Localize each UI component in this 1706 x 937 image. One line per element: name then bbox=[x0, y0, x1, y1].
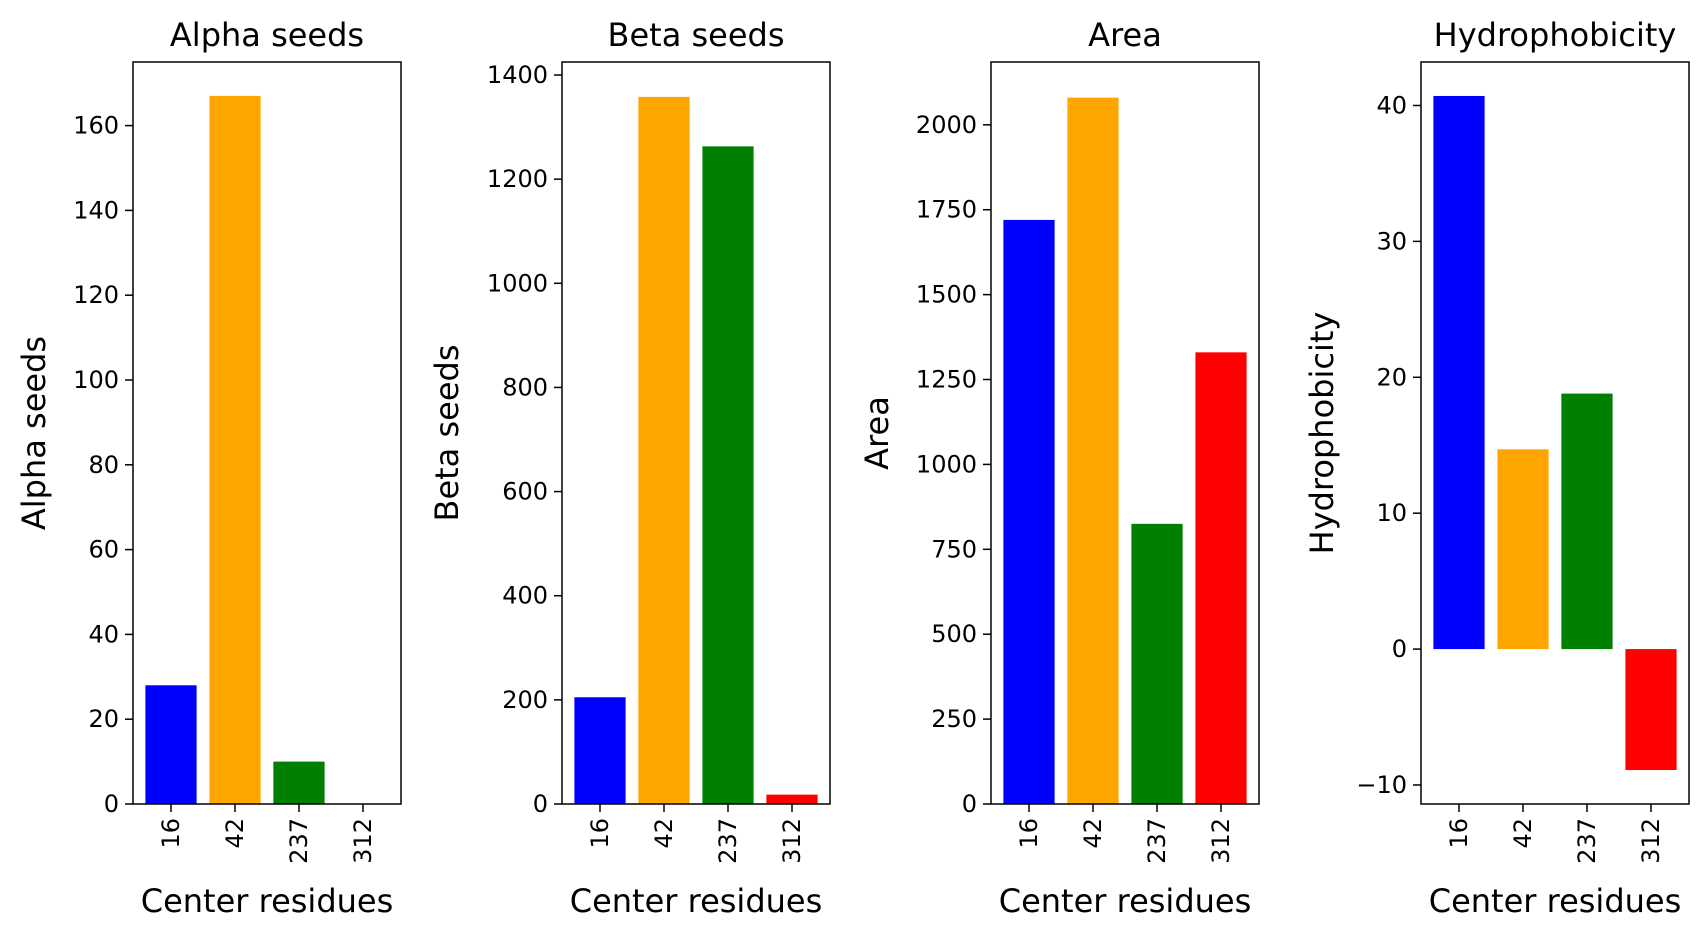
y-tick-label: 140 bbox=[73, 196, 119, 224]
axes-frame bbox=[1420, 61, 1690, 805]
x-tick-label: 312 bbox=[1637, 818, 1665, 864]
x-tick-label: 42 bbox=[1509, 818, 1537, 849]
y-tick-label: 200 bbox=[502, 686, 548, 714]
x-tick-label: 312 bbox=[778, 818, 806, 864]
x-tick-label: 237 bbox=[1573, 818, 1601, 864]
x-tick-label: 237 bbox=[285, 818, 313, 864]
y-tick-label: 1400 bbox=[487, 61, 548, 89]
x-axis-label: Center residues bbox=[1429, 882, 1682, 920]
y-tick-label: 30 bbox=[1376, 227, 1407, 255]
y-tick-label: 20 bbox=[88, 705, 119, 733]
x-tick-label: 312 bbox=[1207, 818, 1235, 864]
y-tick-label: 10 bbox=[1376, 499, 1407, 527]
bar-237 bbox=[1131, 523, 1183, 804]
chart-title: Alpha seeds bbox=[170, 16, 364, 54]
bar-42 bbox=[1067, 97, 1119, 805]
y-tick-label: 1000 bbox=[487, 269, 548, 297]
chart-panel-4: −10 0 10 20 30 40 16 42 237 312 Hydrophobicity Cent… bbox=[1303, 16, 1690, 920]
y-tick-label: 500 bbox=[931, 620, 977, 648]
x-tick-label: 312 bbox=[349, 818, 377, 864]
x-tick-label: 42 bbox=[221, 818, 249, 849]
bar-312 bbox=[1625, 649, 1677, 771]
y-tick-label: 600 bbox=[502, 478, 548, 506]
x-tick-label: 42 bbox=[1079, 818, 1107, 849]
y-tick-label: 1200 bbox=[487, 165, 548, 193]
x-axis-label: Center residues bbox=[999, 882, 1252, 920]
x-tick-label: 16 bbox=[157, 818, 185, 849]
bar-237 bbox=[702, 146, 754, 804]
y-tick-label: 20 bbox=[1376, 363, 1407, 391]
y-tick-label: 250 bbox=[931, 705, 977, 733]
chart-title: Hydrophobicity bbox=[1434, 16, 1677, 54]
x-tick-label: 16 bbox=[1015, 818, 1043, 849]
bar-16 bbox=[145, 685, 197, 804]
chart-panel-2: 0 200 400 600 800 1000 1200 1400 16 42 237 312 Beta … bbox=[428, 16, 831, 920]
bar-42 bbox=[638, 96, 690, 804]
x-tick-label: 42 bbox=[650, 818, 678, 849]
axes-frame bbox=[561, 61, 831, 805]
chart-panel-3: 0 250 500 750 1000 1250 1500 1750 2000 16 42 237 312… bbox=[858, 16, 1260, 920]
axes-frame bbox=[990, 61, 1260, 805]
y-tick-label: 40 bbox=[1376, 91, 1407, 119]
y-tick-label: 1250 bbox=[916, 366, 977, 394]
x-tick-label: 237 bbox=[714, 818, 742, 864]
y-tick-label: 60 bbox=[88, 536, 119, 564]
x-tick-label: 16 bbox=[586, 818, 614, 849]
bar-312 bbox=[1195, 352, 1247, 804]
y-tick-label: 400 bbox=[502, 582, 548, 610]
y-tick-label: 160 bbox=[73, 112, 119, 140]
x-axis-label: Center residues bbox=[570, 882, 823, 920]
bar-16 bbox=[1003, 219, 1055, 805]
x-tick-label: 237 bbox=[1143, 818, 1171, 864]
y-tick-label: 800 bbox=[502, 373, 548, 401]
y-tick-label: 0 bbox=[1392, 635, 1407, 663]
chart-panel-1: 0 20 40 60 80 100 120 140 160 16 42 237 312 Alpha see… bbox=[15, 16, 402, 920]
y-tick-label: 80 bbox=[88, 451, 119, 479]
y-tick-label: 1750 bbox=[916, 196, 977, 224]
y-tick-label: 0 bbox=[104, 790, 119, 818]
x-axis-label: Center residues bbox=[141, 882, 394, 920]
y-axis-label: Alpha seeds bbox=[15, 336, 53, 530]
axes-frame bbox=[132, 61, 402, 805]
bar-16 bbox=[1433, 95, 1485, 650]
y-tick-label: 1500 bbox=[916, 281, 977, 309]
y-tick-label: 2000 bbox=[916, 111, 977, 139]
y-axis-label: Hydrophobicity bbox=[1303, 312, 1341, 555]
bar-312 bbox=[766, 794, 818, 804]
y-tick-label: 0 bbox=[533, 790, 548, 818]
y-axis-label: Area bbox=[858, 396, 896, 470]
y-tick-label: 0 bbox=[962, 790, 977, 818]
y-tick-label: 1000 bbox=[916, 450, 977, 478]
bar-16 bbox=[574, 697, 626, 804]
chart-title: Beta seeds bbox=[608, 16, 785, 54]
bar-42 bbox=[209, 95, 261, 805]
y-tick-label: 750 bbox=[931, 535, 977, 563]
y-tick-label: 100 bbox=[73, 366, 119, 394]
y-tick-label: 120 bbox=[73, 281, 119, 309]
x-tick-label: 16 bbox=[1445, 818, 1473, 849]
bar-42 bbox=[1497, 449, 1549, 650]
y-tick-label: −10 bbox=[1356, 771, 1407, 799]
chart-title: Area bbox=[1088, 16, 1162, 54]
bar-237 bbox=[273, 761, 325, 804]
bar-237 bbox=[1561, 393, 1613, 650]
y-axis-label: Beta seeds bbox=[428, 345, 466, 522]
y-tick-label: 40 bbox=[88, 620, 119, 648]
